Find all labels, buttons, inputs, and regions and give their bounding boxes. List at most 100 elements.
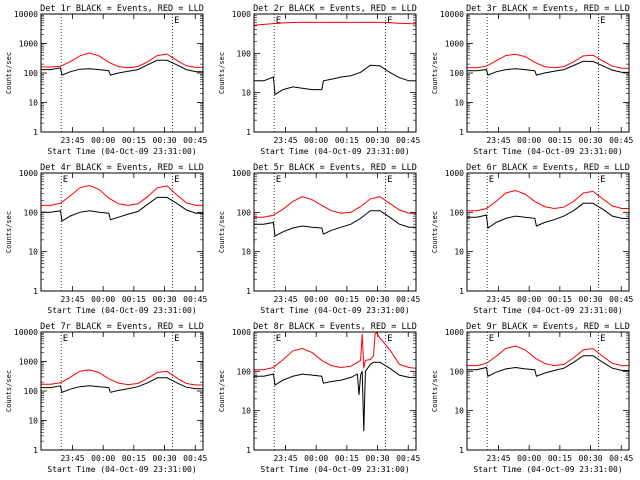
- series-events-line: [254, 210, 416, 237]
- x-tick-label: 00:15: [335, 295, 359, 304]
- y-tick-label: 1: [459, 287, 464, 296]
- x-tick-label: 00:00: [91, 454, 115, 463]
- x-tick-label: 23:45: [60, 454, 84, 463]
- detector-panel-9: Det 9r BLACK = Events, RED = LLD Counts/s…: [431, 322, 633, 474]
- plot-frame: [466, 172, 630, 292]
- panel-title: Det 7r BLACK = Events, RED = LLD: [40, 322, 204, 332]
- x-tick-label: 23:45: [486, 136, 510, 145]
- x-tick-label: 00:45: [609, 454, 633, 463]
- y-tick-label: 100: [24, 208, 39, 217]
- series-events-line: [41, 377, 203, 393]
- x-tick-label: 00:15: [548, 295, 572, 304]
- x-tick-label: 00:30: [366, 295, 390, 304]
- detector-panel-8: Det 8r BLACK = Events, RED = LLD Counts/s…: [218, 322, 420, 474]
- y-tick-label: 10: [241, 89, 251, 98]
- x-tick-label: 00:15: [122, 454, 146, 463]
- x-tick-label: 00:45: [609, 136, 633, 145]
- x-tick-label: 23:45: [273, 454, 297, 463]
- y-tick-label: 10: [241, 407, 251, 416]
- plot-frame: [466, 331, 630, 451]
- series-lld-line: [254, 21, 416, 26]
- event-marker-label: E: [63, 175, 68, 185]
- y-tick-label: 100: [237, 367, 252, 376]
- y-tick-label: 10: [241, 248, 251, 257]
- plot-frame: [253, 172, 417, 292]
- detector-panel-4: Det 4r BLACK = Events, RED = LLD Counts/s…: [5, 163, 207, 315]
- event-marker-label: E: [174, 175, 179, 185]
- event-marker-label: E: [600, 16, 605, 26]
- panel-title: Det 5r BLACK = Events, RED = LLD: [253, 163, 417, 173]
- plot-frame: [40, 13, 204, 133]
- x-axis-label: Start Time (04-Oct-09 23:31:00): [260, 306, 409, 315]
- x-tick-label: 00:15: [548, 136, 572, 145]
- y-tick-label: 1: [33, 287, 38, 296]
- x-axis-label: Start Time (04-Oct-09 23:31:00): [473, 147, 622, 156]
- detector-panel-1: Det 1r BLACK = Events, RED = LLD Counts/s…: [5, 4, 207, 156]
- x-tick-label: 00:45: [183, 295, 207, 304]
- x-tick-label: 00:00: [91, 136, 115, 145]
- y-tick-label: 1000: [232, 169, 251, 178]
- y-tick-label: 1000: [445, 328, 464, 337]
- x-axis-label: Start Time (04-Oct-09 23:31:00): [473, 306, 622, 315]
- detector-panel-6: Det 6r BLACK = Events, RED = LLD Counts/s…: [431, 163, 633, 315]
- x-tick-label: 23:45: [273, 295, 297, 304]
- x-tick-label: 23:45: [486, 454, 510, 463]
- x-tick-label: 00:30: [366, 136, 390, 145]
- y-tick-label: 100: [237, 49, 252, 58]
- x-tick-label: 00:30: [153, 136, 177, 145]
- y-tick-label: 1: [459, 446, 464, 455]
- event-marker-label: E: [600, 334, 605, 344]
- event-marker-label: E: [276, 334, 281, 344]
- event-marker-label: E: [174, 16, 179, 26]
- y-axis-label: Counts/sec: [431, 52, 439, 94]
- series-lld-line: [467, 53, 629, 69]
- plot-frame: [40, 331, 204, 451]
- x-tick-label: 00:00: [517, 136, 541, 145]
- x-tick-label: 00:30: [579, 454, 603, 463]
- series-lld-line: [41, 52, 203, 69]
- y-tick-label: 1: [246, 287, 251, 296]
- y-axis-label: Counts/sec: [5, 52, 13, 94]
- x-tick-label: 23:45: [60, 136, 84, 145]
- x-axis-label: Start Time (04-Oct-09 23:31:00): [47, 306, 196, 315]
- series-lld-line: [467, 345, 629, 367]
- y-tick-label: 10000: [14, 10, 38, 19]
- y-tick-label: 100: [237, 208, 252, 217]
- x-axis-label: Start Time (04-Oct-09 23:31:00): [260, 465, 409, 474]
- y-tick-label: 10: [454, 99, 464, 108]
- x-tick-label: 00:15: [548, 454, 572, 463]
- x-tick-label: 00:30: [579, 295, 603, 304]
- x-tick-label: 00:00: [304, 136, 328, 145]
- series-events-line: [467, 355, 629, 377]
- x-tick-label: 00:45: [183, 454, 207, 463]
- event-marker-label: E: [387, 175, 392, 185]
- event-marker-label: E: [276, 175, 281, 185]
- x-axis-label: Start Time (04-Oct-09 23:31:00): [473, 465, 622, 474]
- detector-panel-3: Det 3r BLACK = Events, RED = LLD Counts/s…: [431, 4, 633, 156]
- detector-panel-7: Det 7r BLACK = Events, RED = LLD Counts/s…: [5, 322, 207, 474]
- x-tick-label: 00:30: [579, 136, 603, 145]
- event-marker-label: E: [387, 16, 392, 26]
- plot-frame: [40, 172, 204, 292]
- event-marker-label: E: [174, 334, 179, 344]
- y-tick-label: 1: [33, 128, 38, 137]
- panel-title: Det 8r BLACK = Events, RED = LLD: [253, 322, 417, 332]
- y-tick-label: 1000: [19, 169, 38, 178]
- y-tick-label: 1000: [232, 10, 251, 19]
- y-axis-label: Counts/sec: [431, 370, 439, 412]
- plot-frame: [253, 331, 417, 451]
- plot-frame: [253, 13, 417, 133]
- detector-panel-5: Det 5r BLACK = Events, RED = LLD Counts/s…: [218, 163, 420, 315]
- event-marker-label: E: [489, 175, 494, 185]
- y-axis-label: Counts/sec: [218, 370, 226, 412]
- panel-title: Det 4r BLACK = Events, RED = LLD: [40, 163, 204, 173]
- y-tick-label: 10: [454, 248, 464, 257]
- detector-panel-2: Det 2r BLACK = Events, RED = LLD Counts/s…: [218, 4, 420, 156]
- series-events-line: [254, 64, 416, 96]
- y-axis-label: Counts/sec: [218, 52, 226, 94]
- x-tick-label: 00:45: [609, 295, 633, 304]
- x-tick-label: 00:45: [396, 295, 420, 304]
- y-tick-label: 1000: [19, 358, 38, 367]
